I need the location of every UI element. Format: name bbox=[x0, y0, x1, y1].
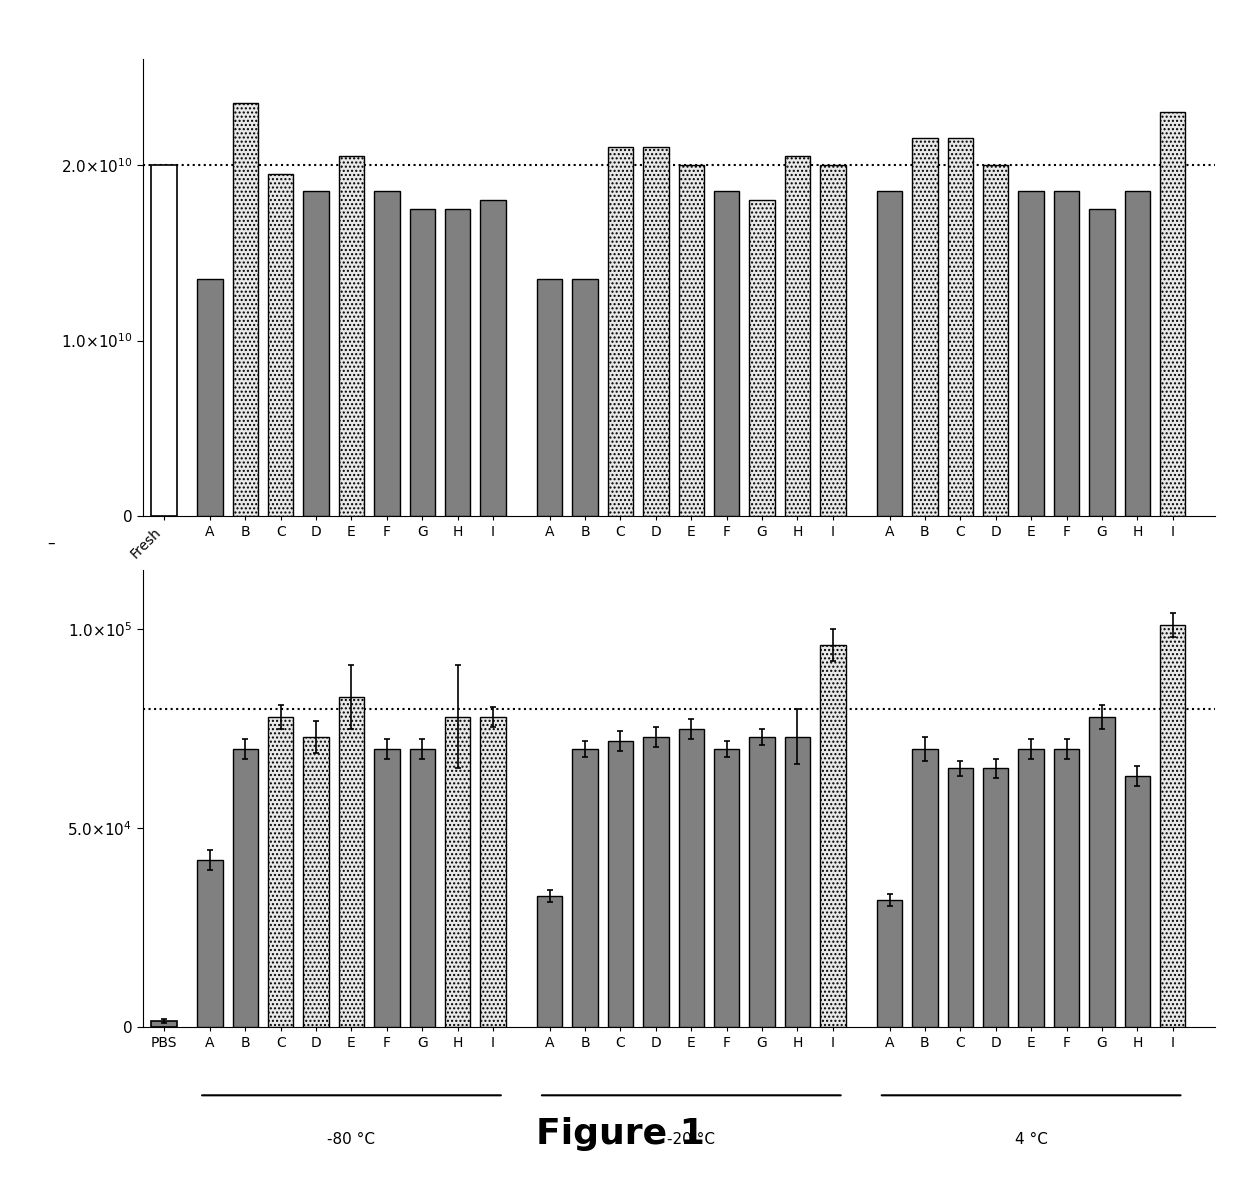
Bar bbox=[678, 165, 704, 516]
Bar bbox=[445, 209, 470, 516]
Bar bbox=[678, 729, 704, 1027]
Bar bbox=[409, 749, 435, 1027]
Bar bbox=[877, 900, 903, 1027]
Text: -80 °C: -80 °C bbox=[327, 622, 376, 636]
Text: -20 °C: -20 °C bbox=[667, 622, 715, 636]
Bar bbox=[339, 155, 365, 516]
Text: 4 °C: 4 °C bbox=[1014, 622, 1048, 636]
Bar bbox=[480, 199, 506, 516]
Bar bbox=[820, 646, 846, 1027]
Bar bbox=[785, 737, 810, 1027]
Bar bbox=[268, 717, 294, 1027]
Bar bbox=[1054, 749, 1079, 1027]
Bar bbox=[913, 749, 937, 1027]
Bar bbox=[983, 768, 1008, 1027]
Bar bbox=[714, 191, 739, 516]
Bar bbox=[573, 749, 598, 1027]
Bar bbox=[1054, 191, 1079, 516]
Bar bbox=[644, 147, 668, 516]
Bar bbox=[304, 191, 329, 516]
Bar bbox=[714, 749, 739, 1027]
Bar bbox=[749, 737, 775, 1027]
Text: Figure 1: Figure 1 bbox=[536, 1117, 704, 1150]
Bar bbox=[537, 896, 563, 1027]
Bar bbox=[268, 173, 294, 516]
Bar bbox=[573, 279, 598, 516]
Bar bbox=[1159, 112, 1185, 516]
Bar bbox=[877, 191, 903, 516]
Bar bbox=[785, 155, 810, 516]
Bar bbox=[820, 165, 846, 516]
Text: 4 °C: 4 °C bbox=[1014, 1132, 1048, 1147]
Bar bbox=[1018, 191, 1044, 516]
Bar bbox=[409, 209, 435, 516]
Bar bbox=[983, 165, 1008, 516]
Bar bbox=[151, 165, 176, 516]
Bar bbox=[749, 199, 775, 516]
Bar bbox=[233, 749, 258, 1027]
Bar bbox=[197, 859, 223, 1027]
Bar bbox=[1125, 776, 1149, 1027]
Bar bbox=[445, 717, 470, 1027]
Bar bbox=[913, 139, 937, 516]
Bar bbox=[480, 717, 506, 1027]
Bar bbox=[608, 741, 634, 1027]
Bar bbox=[537, 279, 563, 516]
Bar bbox=[947, 768, 973, 1027]
Bar bbox=[1089, 717, 1115, 1027]
Bar bbox=[1159, 626, 1185, 1027]
Bar bbox=[233, 103, 258, 516]
Text: -20 °C: -20 °C bbox=[667, 1132, 715, 1147]
Bar bbox=[1018, 749, 1044, 1027]
Text: -80 °C: -80 °C bbox=[327, 1132, 376, 1147]
Bar bbox=[151, 1021, 176, 1027]
Bar bbox=[197, 279, 223, 516]
Bar bbox=[374, 749, 399, 1027]
Bar bbox=[644, 737, 668, 1027]
Bar bbox=[304, 737, 329, 1027]
Bar bbox=[339, 697, 365, 1027]
Text: –: – bbox=[47, 537, 56, 551]
Bar bbox=[1125, 191, 1149, 516]
Bar bbox=[947, 139, 973, 516]
Bar bbox=[1089, 209, 1115, 516]
Bar bbox=[374, 191, 399, 516]
Bar bbox=[608, 147, 634, 516]
